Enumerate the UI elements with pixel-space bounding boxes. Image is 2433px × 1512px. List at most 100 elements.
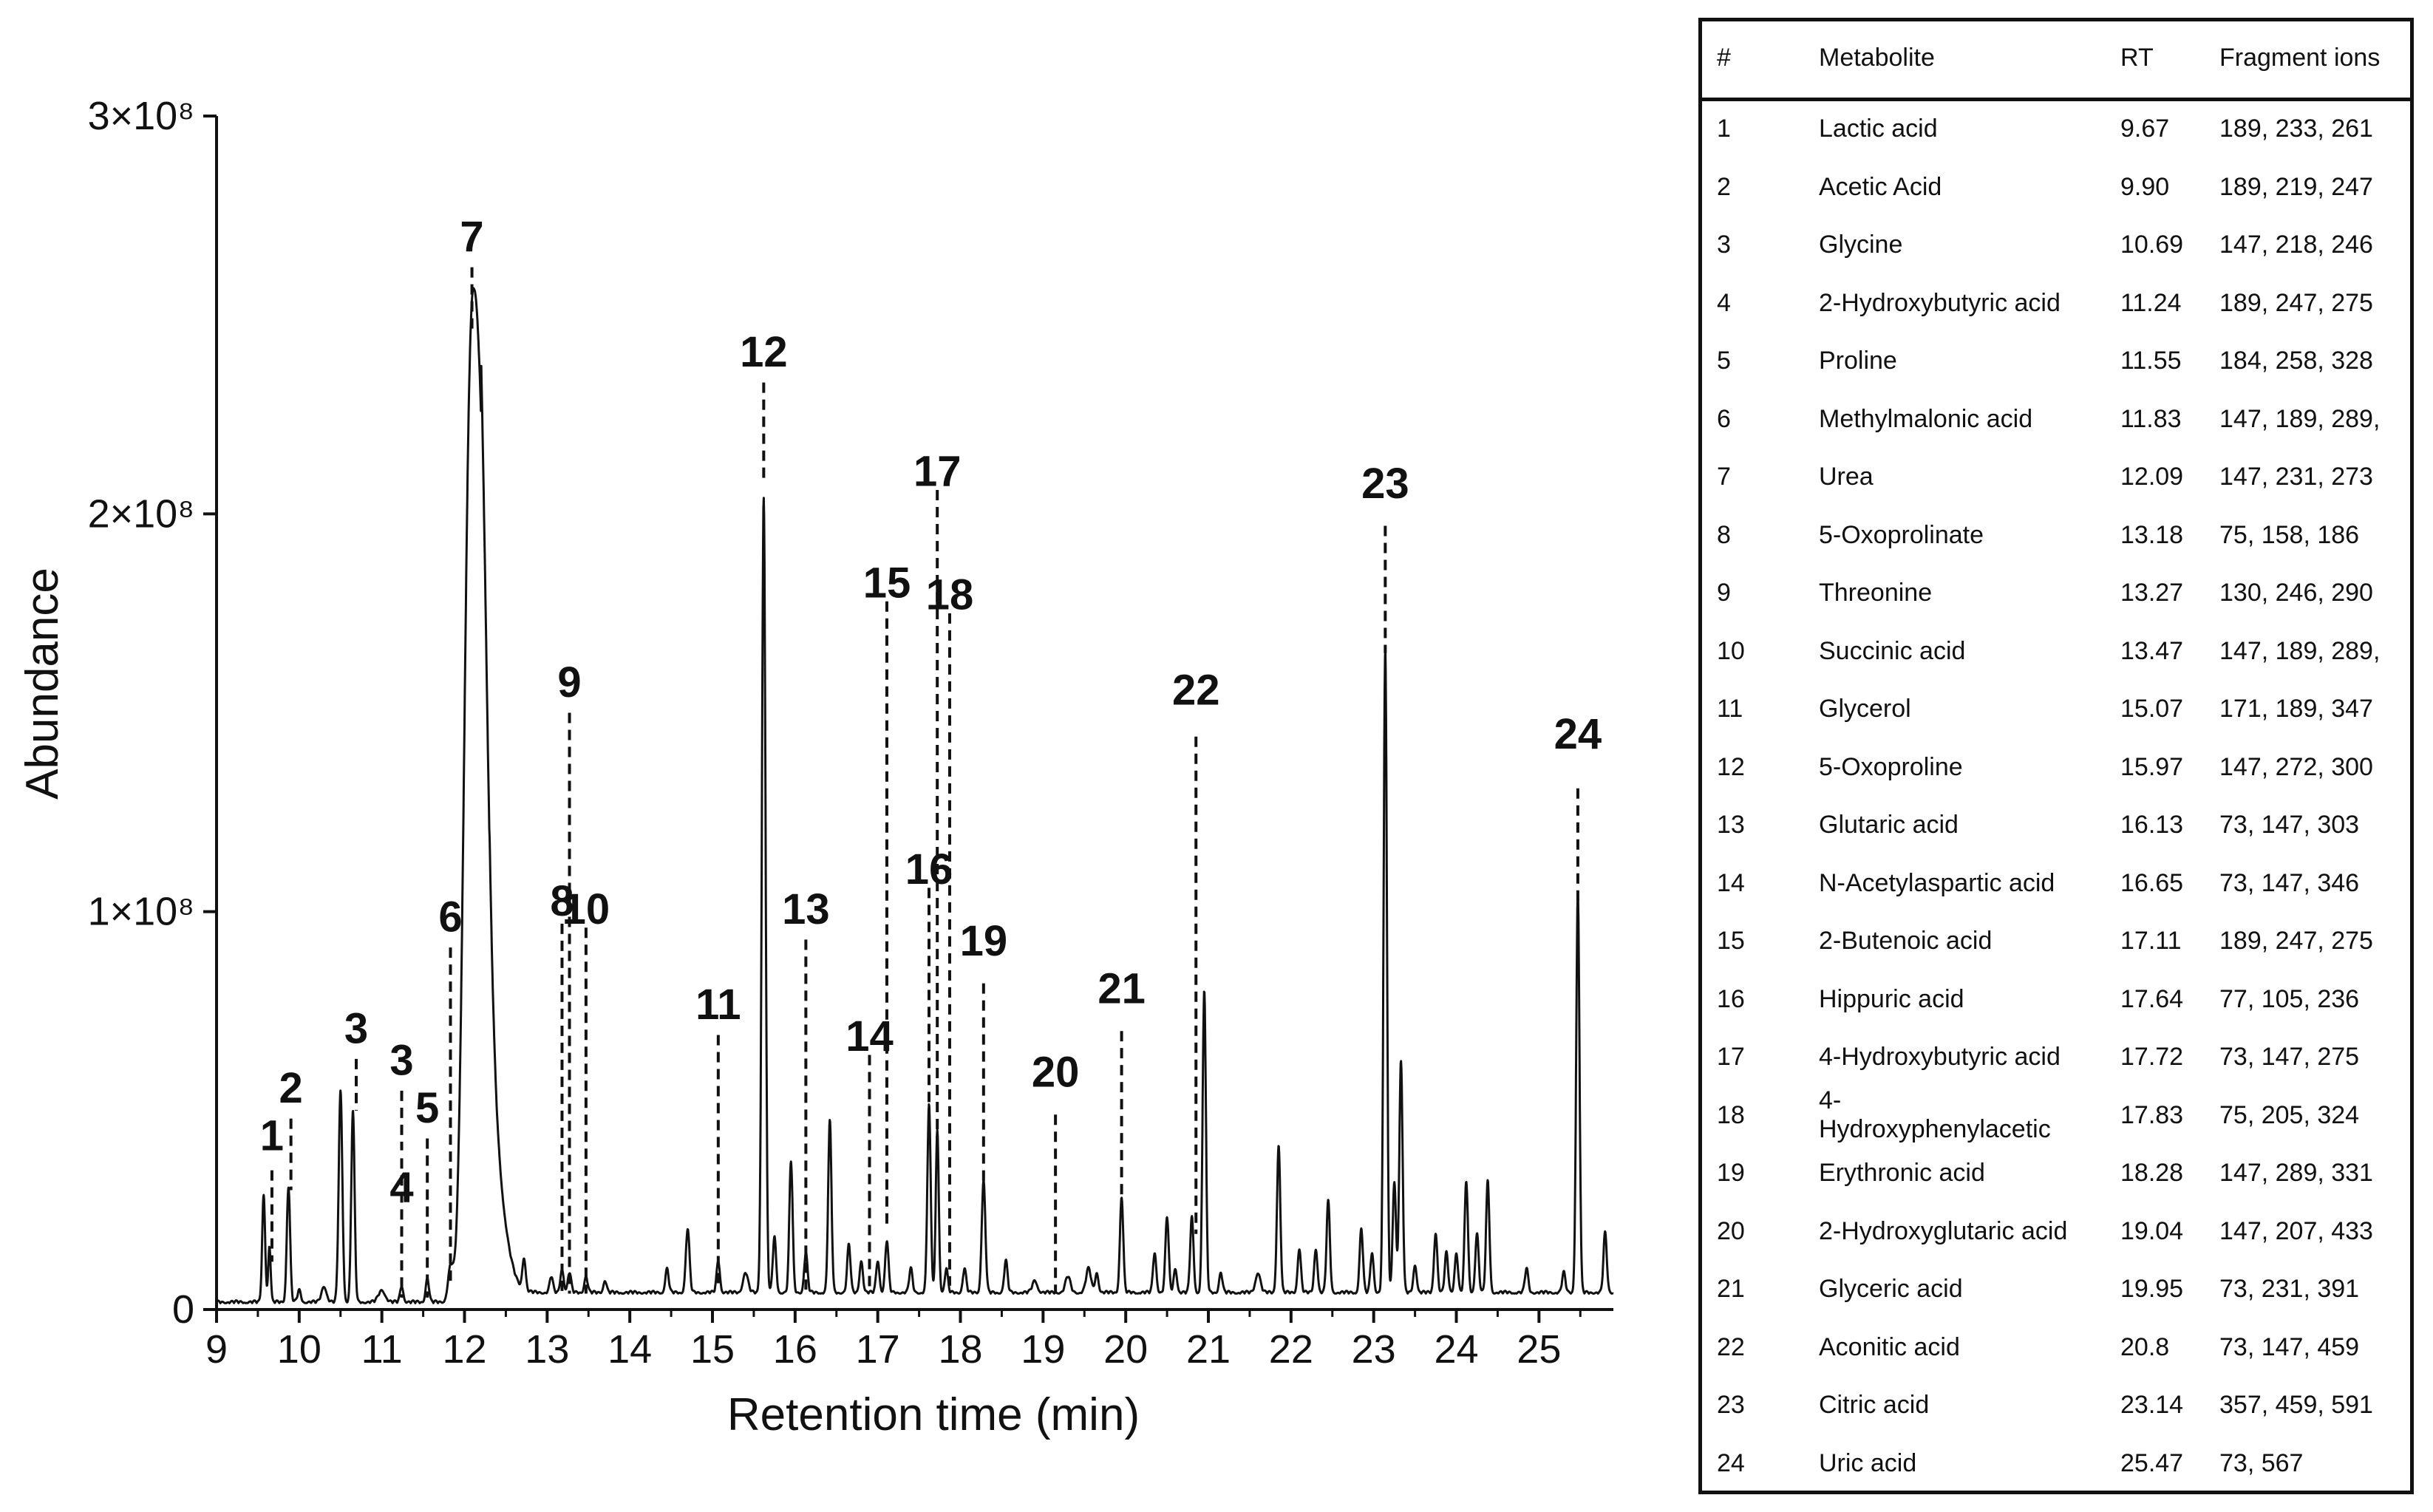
row-number: 10 [1717, 636, 1745, 665]
row-metabolite: Proline [1819, 347, 1897, 375]
row-fragment-ions: 73, 567 [2219, 1448, 2304, 1477]
table-row: 14 N-Acetylaspartic acid 16.65 73, 147, 346 [1702, 856, 2410, 914]
header-fragment-ions: Fragment ions [2219, 44, 2381, 72]
peak-label: 4 [389, 1164, 413, 1212]
row-rt: 17.83 [2120, 1100, 2184, 1129]
x-tick-label: 25 [1517, 1327, 1561, 1372]
table-row: 13 Glutaric acid 16.13 73, 147, 303 [1702, 797, 2410, 856]
x-tick-label: 17 [856, 1327, 900, 1372]
row-number: 3 [1717, 231, 1731, 259]
row-fragment-ions: 75, 158, 186 [2219, 520, 2360, 549]
row-fragment-ions: 75, 205, 324 [2219, 1100, 2360, 1129]
row-number: 16 [1717, 984, 1745, 1013]
table-row: 19 Erythronic acid 18.28 147, 289, 331 [1702, 1145, 2410, 1204]
row-metabolite: Lactic acid [1819, 115, 1938, 143]
row-rt: 17.64 [2120, 984, 2184, 1013]
row-fragment-ions: 147, 289, 331 [2219, 1159, 2373, 1187]
trace-layer [215, 287, 1614, 1304]
row-number: 24 [1717, 1448, 1745, 1477]
row-rt: 16.13 [2120, 811, 2184, 839]
peak-label: 24 [1554, 710, 1602, 758]
table-row: 8 5-Oxoprolinate 13.18 75, 158, 186 [1702, 508, 2410, 566]
row-rt: 23.14 [2120, 1391, 2184, 1419]
row-rt: 10.69 [2120, 231, 2184, 259]
table-row: 15 2-Butenoic acid 17.11 189, 247, 275 [1702, 913, 2410, 972]
row-number: 8 [1717, 520, 1731, 549]
axes: 9 10 11 12 13 14 15 16 17 18 19 20 21 22 23 24 2501×10⁸2… [88, 94, 1613, 1372]
table-row: 3 Glycine 10.69 147, 218, 246 [1702, 217, 2410, 276]
table-header: # Metabolite RT Fragment ions [1702, 21, 2410, 101]
peak-label: 13 [782, 885, 830, 933]
row-metabolite: Erythronic acid [1819, 1159, 1985, 1187]
y-tick-label: 2×10⁸ [88, 491, 194, 536]
x-tick-label: 20 [1103, 1327, 1148, 1372]
row-number: 20 [1717, 1216, 1745, 1245]
x-tick-label: 19 [1021, 1327, 1065, 1372]
peak-label: 10 [562, 885, 610, 933]
header-number: # [1717, 44, 1731, 72]
row-metabolite: N-Acetylaspartic acid [1819, 868, 2055, 897]
peak-label: 3 [389, 1036, 413, 1084]
x-tick-label: 24 [1434, 1327, 1478, 1372]
row-metabolite: Methylmalonic acid [1819, 404, 2033, 433]
row-fragment-ions: 77, 105, 236 [2219, 984, 2360, 1013]
table-row: 18 4- Hydroxyphenylacetic 17.83 75, 205, 32… [1702, 1086, 2410, 1146]
row-metabolite: Uric acid [1819, 1448, 1917, 1477]
row-metabolite: 2-Butenoic acid [1819, 927, 1993, 955]
x-tick-label: 21 [1186, 1327, 1231, 1372]
row-rt: 9.67 [2120, 115, 2170, 143]
peak-label: 18 [926, 571, 974, 619]
peak-label: 16 [905, 845, 953, 893]
row-rt: 16.65 [2120, 868, 2184, 897]
row-rt: 12.09 [2120, 463, 2184, 491]
x-tick-label: 12 [442, 1327, 486, 1372]
peak-label: 1 [260, 1112, 284, 1160]
row-number: 12 [1717, 752, 1745, 781]
peak-label: 9 [557, 658, 581, 706]
row-metabolite: Glycine [1819, 231, 1903, 259]
peak-label: 21 [1098, 964, 1146, 1012]
y-axis-title: Abundance [17, 568, 68, 800]
row-fragment-ions: 73, 147, 346 [2219, 868, 2360, 897]
row-rt: 11.55 [2120, 347, 2182, 375]
row-number: 17 [1717, 1043, 1745, 1071]
peak-label: 6 [438, 893, 462, 941]
row-rt: 20.8 [2120, 1332, 2170, 1361]
peak-label: 5 [415, 1084, 439, 1132]
row-number: 6 [1717, 404, 1731, 433]
row-rt: 11.83 [2120, 404, 2182, 433]
row-fragment-ions: 130, 246, 290 [2219, 579, 2373, 607]
x-tick-label: 22 [1269, 1327, 1313, 1372]
table-row: 9 Threonine 13.27 130, 246, 290 [1702, 565, 2410, 624]
header-metabolite: Metabolite [1819, 44, 1935, 72]
row-number: 2 [1717, 172, 1731, 201]
row-fragment-ions: 147, 272, 300 [2219, 752, 2373, 781]
row-metabolite: Glyceric acid [1819, 1275, 1963, 1303]
row-metabolite: Citric acid [1819, 1391, 1930, 1419]
x-tick-label: 16 [773, 1327, 817, 1372]
table-row: 11 Glycerol 15.07 171, 189, 347 [1702, 681, 2410, 740]
row-rt: 19.04 [2120, 1216, 2184, 1245]
row-rt: 13.47 [2120, 636, 2184, 665]
x-tick-label: 13 [525, 1327, 569, 1372]
row-number: 18 [1717, 1100, 1745, 1129]
row-fragment-ions: 189, 219, 247 [2219, 172, 2373, 201]
table-row: 12 5-Oxoproline 15.97 147, 272, 300 [1702, 740, 2410, 798]
row-metabolite: 2-Hydroxybutyric acid [1819, 288, 2061, 317]
row-metabolite: Urea [1819, 463, 1874, 491]
row-fragment-ions: 147, 189, 289, [2219, 636, 2381, 665]
table-row: 23 Citric acid 23.14 357, 459, 591 [1702, 1378, 2410, 1436]
row-fragment-ions: 184, 258, 328 [2219, 347, 2373, 375]
table-row: 1 Lactic acid 9.67 189, 233, 261 [1702, 101, 2410, 160]
peak-label: 22 [1172, 667, 1220, 715]
table-body: 1 Lactic acid 9.67 189, 233, 261 2 Acetic Aci… [1702, 101, 2410, 1494]
peak-label: 15 [863, 559, 911, 607]
row-rt: 15.97 [2120, 752, 2184, 781]
row-rt: 9.90 [2120, 172, 2170, 201]
row-fragment-ions: 147, 231, 273 [2219, 463, 2373, 491]
table-row: 17 4-Hydroxybutyric acid 17.72 73, 147, 275 [1702, 1029, 2410, 1088]
table-row: 4 2-Hydroxybutyric acid 11.24 189, 247, 275 [1702, 276, 2410, 334]
peak-label: 23 [1361, 460, 1409, 508]
table-row: 7 Urea 12.09 147, 231, 273 [1702, 449, 2410, 508]
